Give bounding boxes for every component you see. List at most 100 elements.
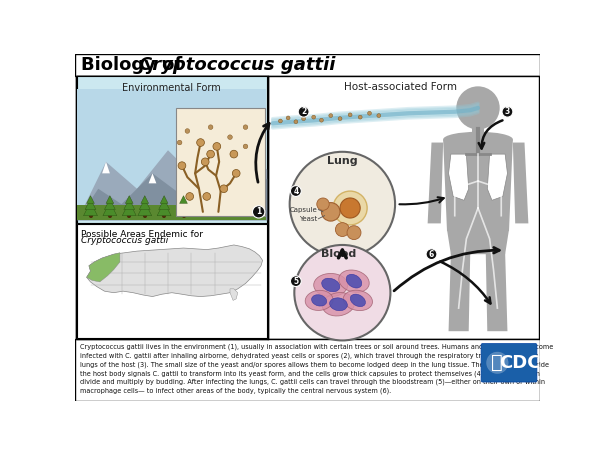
Circle shape [232,170,240,177]
Text: Yeast: Yeast [299,216,317,222]
Circle shape [220,185,227,193]
Circle shape [368,111,371,115]
Ellipse shape [329,298,347,310]
Ellipse shape [343,290,373,310]
Circle shape [227,135,232,140]
Polygon shape [158,199,170,210]
Ellipse shape [350,294,365,306]
Polygon shape [447,230,509,254]
Polygon shape [86,252,120,282]
Polygon shape [176,202,190,216]
Polygon shape [513,143,529,223]
Circle shape [302,117,305,121]
Polygon shape [124,199,134,210]
Circle shape [295,245,391,341]
FancyBboxPatch shape [75,54,540,76]
Circle shape [312,115,316,119]
Polygon shape [125,196,133,203]
Text: Cryptococcus gattii: Cryptococcus gattii [139,56,336,74]
Circle shape [253,206,265,218]
Circle shape [286,116,290,120]
Polygon shape [138,202,152,216]
Text: Environmental Form: Environmental Form [122,83,221,93]
Polygon shape [83,202,97,216]
Ellipse shape [311,295,326,306]
Text: Blood: Blood [321,249,356,259]
Circle shape [426,249,437,260]
Circle shape [230,150,238,158]
Circle shape [203,193,211,200]
Text: 6: 6 [429,250,434,259]
Circle shape [243,144,248,148]
Circle shape [502,106,513,117]
Circle shape [202,158,209,166]
Polygon shape [77,146,267,220]
Circle shape [347,226,361,239]
FancyBboxPatch shape [481,343,537,382]
Circle shape [377,114,381,117]
Polygon shape [449,154,469,200]
Polygon shape [179,196,187,203]
Polygon shape [230,289,238,301]
Text: macrophage cells— to infect other areas of the body, typically the central nervo: macrophage cells— to infect other areas … [80,388,391,394]
Text: Possible Areas Endemic for: Possible Areas Endemic for [81,230,206,238]
Circle shape [290,276,301,287]
Circle shape [322,202,340,221]
Polygon shape [226,146,235,159]
Polygon shape [141,196,149,203]
Ellipse shape [339,270,369,292]
Polygon shape [106,196,114,203]
Circle shape [348,113,352,117]
Circle shape [340,198,360,218]
Polygon shape [149,173,157,183]
Circle shape [186,193,194,200]
Text: 2: 2 [301,107,306,116]
Text: divide and multiply by budding. After infecting the lungs, C. gattii cells can t: divide and multiply by budding. After in… [80,379,545,386]
Circle shape [278,119,283,123]
FancyBboxPatch shape [176,108,265,216]
Circle shape [290,152,395,256]
Polygon shape [487,154,508,200]
Circle shape [338,117,342,121]
Polygon shape [85,199,96,210]
Circle shape [243,125,248,130]
Text: 5: 5 [293,277,298,286]
Circle shape [294,120,298,124]
Polygon shape [139,199,150,210]
FancyBboxPatch shape [472,128,484,140]
Text: Biology of: Biology of [81,56,188,74]
Polygon shape [77,170,267,220]
Polygon shape [157,202,171,216]
Circle shape [208,125,213,130]
Ellipse shape [305,290,333,310]
Circle shape [298,106,309,117]
Text: 1: 1 [256,207,262,216]
FancyBboxPatch shape [77,76,267,223]
Circle shape [185,129,190,133]
Ellipse shape [322,278,340,292]
Circle shape [329,114,332,117]
FancyBboxPatch shape [77,90,266,220]
Ellipse shape [322,292,355,316]
Polygon shape [86,245,263,297]
Polygon shape [160,196,168,203]
Polygon shape [443,140,513,231]
Text: Capsule: Capsule [290,207,317,212]
Circle shape [487,352,508,374]
Polygon shape [486,252,508,331]
Circle shape [317,198,329,210]
Circle shape [333,191,367,225]
Circle shape [358,115,362,119]
Text: lungs of the host (3). The small size of the yeast and/or spores allows them to : lungs of the host (3). The small size of… [80,361,548,368]
Polygon shape [86,196,94,203]
Circle shape [290,186,301,197]
Polygon shape [122,202,136,216]
Polygon shape [102,162,110,173]
Text: 🦅: 🦅 [491,353,503,372]
Circle shape [207,150,215,158]
Circle shape [178,162,186,170]
Text: 3: 3 [505,107,510,116]
Ellipse shape [346,274,362,288]
FancyBboxPatch shape [76,76,268,339]
FancyBboxPatch shape [77,205,266,220]
